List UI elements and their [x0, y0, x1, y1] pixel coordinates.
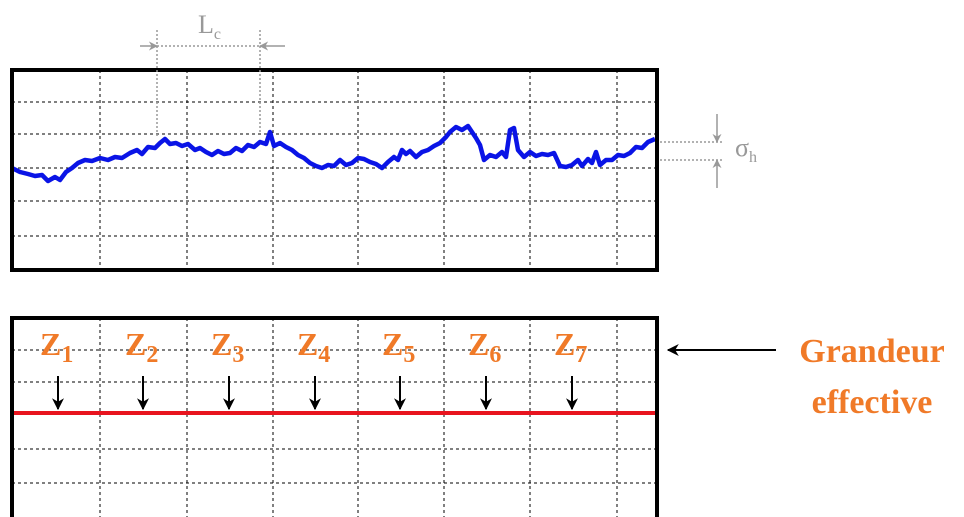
zone-group: Z1 Z2 Z3 Z4 Z5 Z6 Z7 — [40, 326, 587, 411]
zone-label: Z2 — [125, 326, 158, 368]
rough-profile — [10, 123, 656, 184]
zone-sub: 3 — [232, 342, 244, 368]
top-grid — [12, 70, 657, 270]
zone-main: Z — [125, 326, 146, 362]
sigma-annotation — [660, 114, 722, 188]
zone-main: Z — [211, 326, 232, 362]
zone-sub: 7 — [575, 342, 587, 368]
lc-annotation — [140, 30, 285, 138]
zone-sub: 2 — [146, 342, 158, 368]
zone-sub: 4 — [318, 342, 330, 368]
zone-sub: 5 — [403, 342, 415, 368]
zone-main: Z — [468, 326, 489, 362]
effective-label: Grandeur — [799, 333, 944, 370]
zone-main: Z — [297, 326, 318, 362]
zone-label: Z3 — [211, 326, 244, 368]
zone-label: Z4 — [297, 326, 330, 368]
effective-label: effective — [812, 384, 933, 421]
zone-label: Z5 — [382, 326, 415, 368]
zone-main: Z — [40, 326, 61, 362]
zone-sub: 6 — [489, 342, 501, 368]
sigma-label: σh — [735, 133, 757, 166]
lc-label: Lc — [198, 10, 221, 43]
zone-main: Z — [554, 326, 575, 362]
top-frame — [10, 68, 659, 272]
zone-main: Z — [382, 326, 403, 362]
zone-label: Z1 — [40, 326, 73, 368]
zone-label: Z7 — [554, 326, 587, 368]
bottom-frame — [10, 316, 659, 517]
zone-label: Z6 — [468, 326, 501, 368]
zone-sub: 1 — [61, 342, 73, 368]
